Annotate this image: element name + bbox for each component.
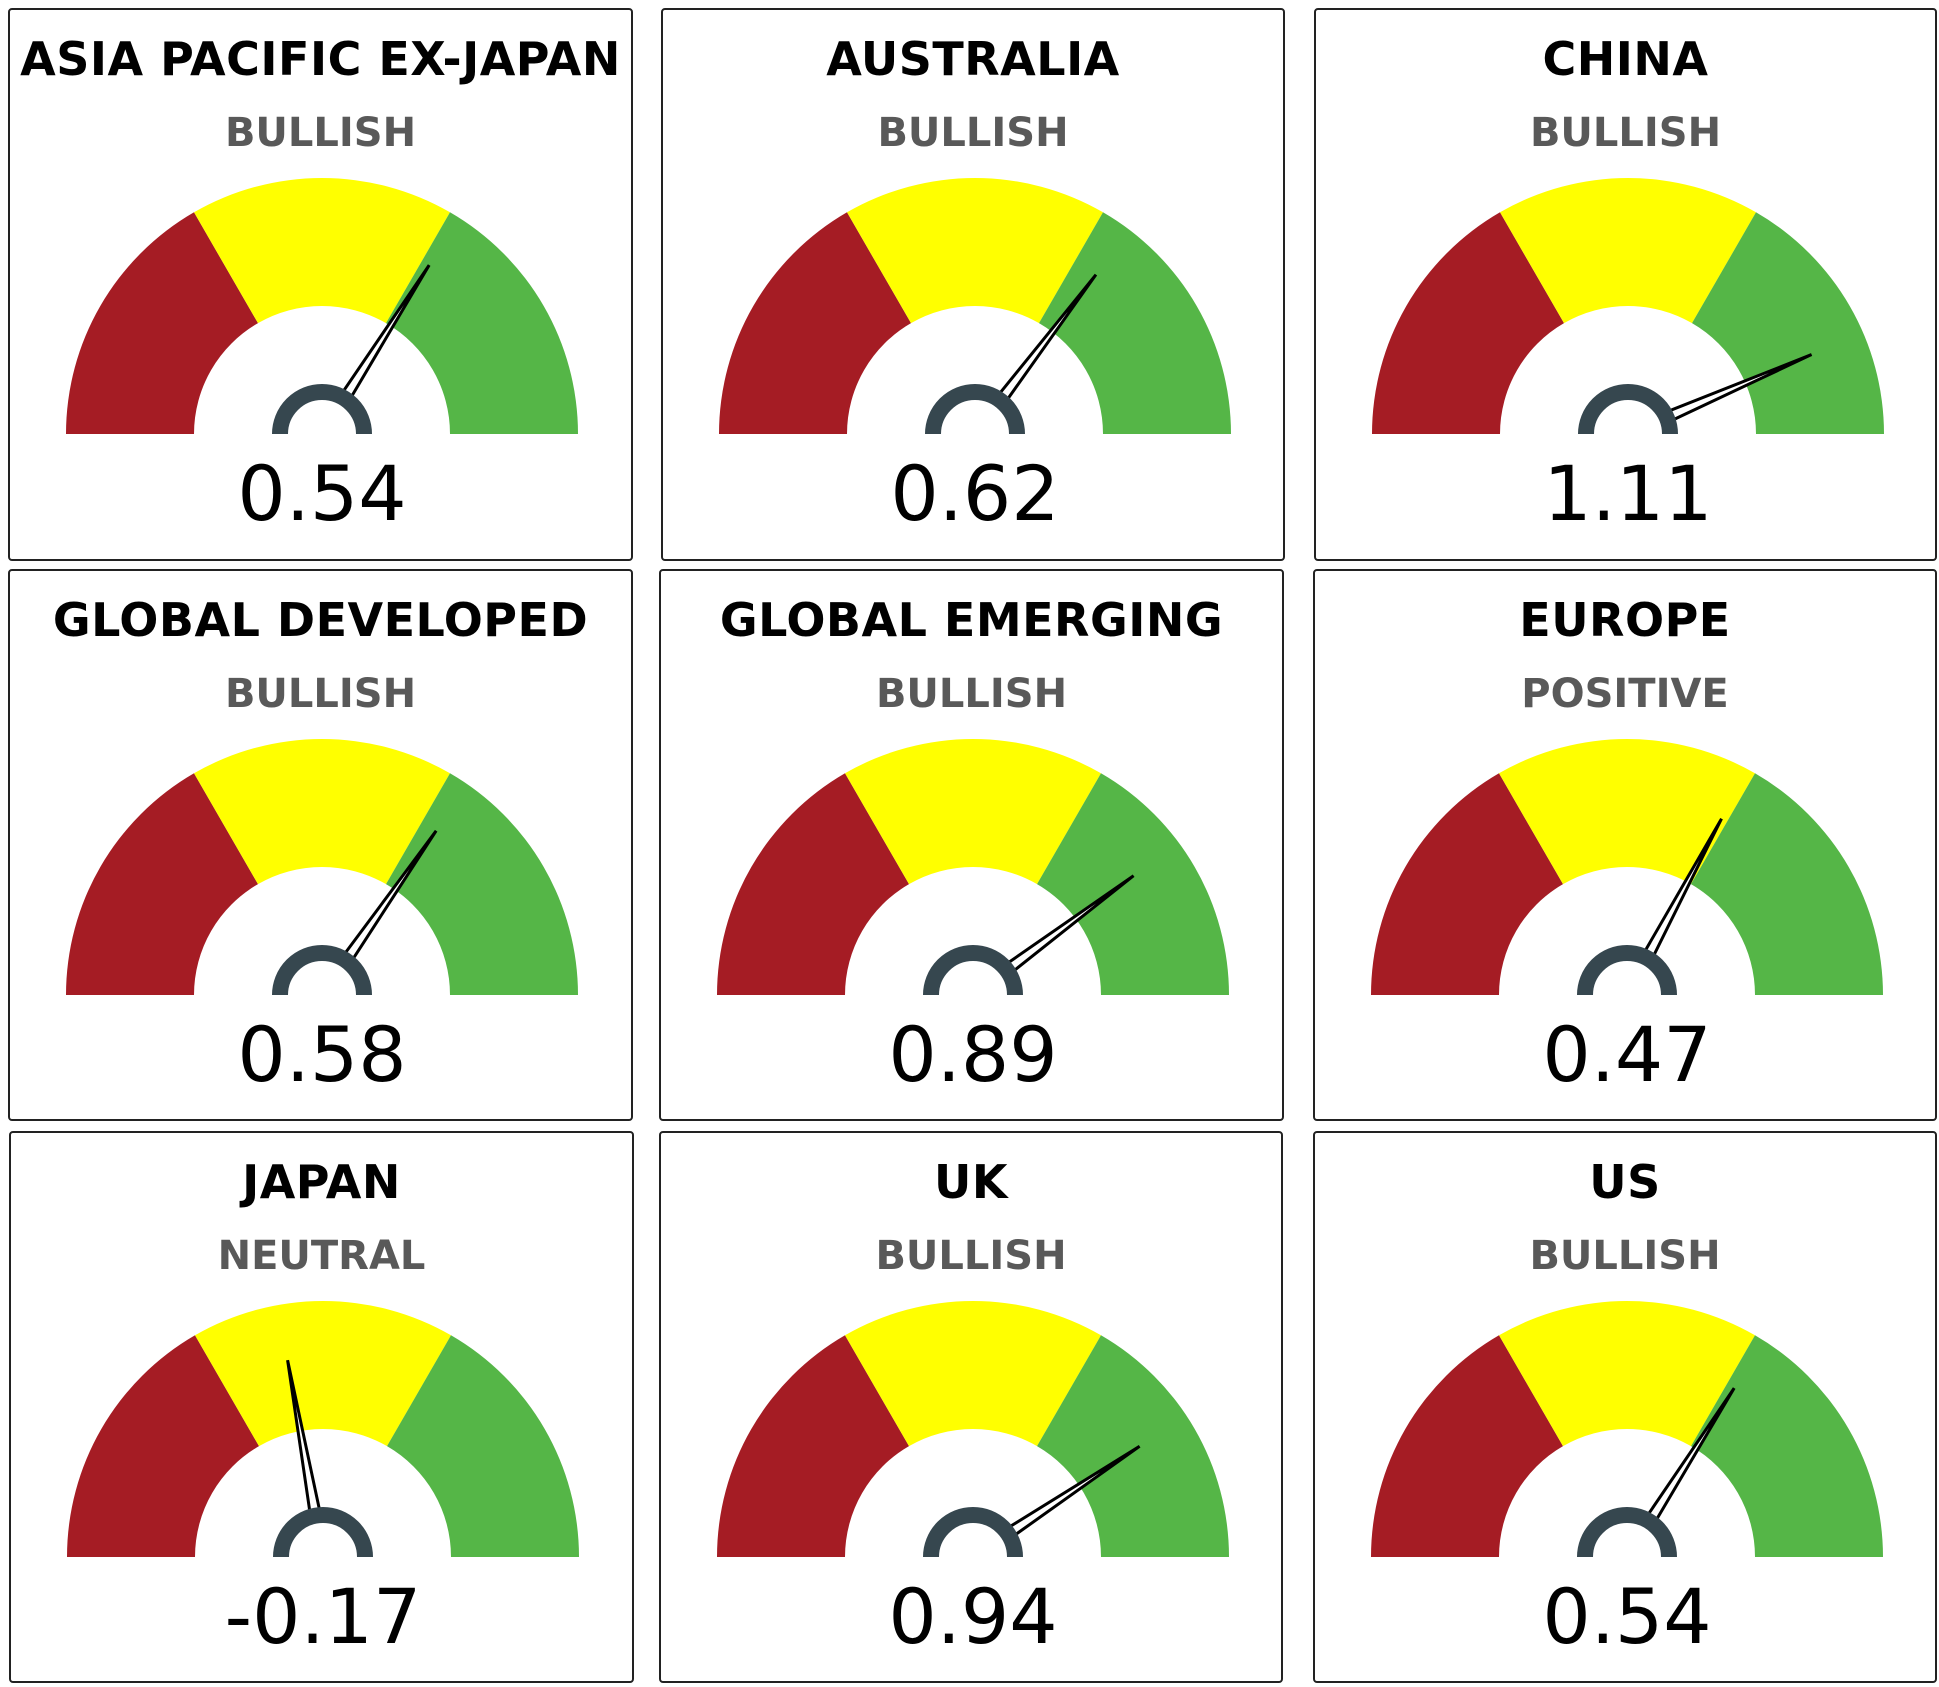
- gauge-chart: 0.89: [717, 739, 1229, 1099]
- gauge-card: AUSTRALIA BULLISH 0.62: [661, 8, 1285, 561]
- gauge-rating: BULLISH: [1529, 1233, 1721, 1279]
- gauge-hub: [272, 945, 372, 996]
- gauge-hub: [273, 1507, 373, 1558]
- gauge-card: CHINA BULLISH 1.11: [1314, 8, 1937, 561]
- gauge-title: UK: [934, 1155, 1008, 1209]
- gauge-value-label: 0.54: [1542, 1572, 1711, 1661]
- gauge-chart: 0.58: [66, 739, 578, 1099]
- gauge-hub: [272, 384, 372, 435]
- gauge-hub: [925, 384, 1025, 435]
- gauge-band-bullish: [1691, 773, 1883, 995]
- gauge-chart: 1.11: [1372, 177, 1884, 538]
- gauge-band-neutral: [194, 177, 450, 324]
- gauge-rating: BULLISH: [224, 671, 417, 717]
- gauge-card: UK BULLISH 0.94: [659, 1131, 1283, 1683]
- gauge-band-bullish: [386, 212, 578, 434]
- gauge-value-label: 1.11: [1543, 449, 1712, 538]
- gauge-title: EUROPE: [1519, 593, 1731, 647]
- gauge-band-bearish: [717, 1335, 909, 1557]
- gauge-band-bullish: [386, 773, 578, 995]
- gauge-band-bullish: [1691, 1335, 1883, 1557]
- gauge-card: EUROPE POSITIVE 0.47: [1313, 569, 1937, 1121]
- gauge-value-label: 0.54: [237, 449, 406, 538]
- gauge-rating: BULLISH: [877, 110, 1069, 156]
- gauge-rating: BULLISH: [224, 110, 417, 156]
- gauge-band-neutral: [847, 177, 1103, 324]
- gauge-band-bearish: [66, 773, 258, 995]
- gauge-chart: 0.54: [1371, 1301, 1883, 1661]
- gauge-title: JAPAN: [242, 1155, 401, 1209]
- gauge-value-label: 0.94: [888, 1572, 1057, 1661]
- gauge-title: GLOBAL EMERGING: [719, 593, 1224, 647]
- gauge-card: ASIA PACIFIC EX-JAPAN BULLISH 0.54: [8, 8, 633, 561]
- gauge-value-label: 0.89: [888, 1010, 1057, 1099]
- gauge-band-bearish: [1371, 773, 1563, 995]
- gauge-band-bullish: [387, 1335, 579, 1557]
- gauge-hub: [923, 945, 1023, 996]
- gauge-chart: 0.54: [66, 177, 578, 538]
- gauge-band-bearish: [1371, 1335, 1563, 1557]
- gauge-hub: [1577, 945, 1677, 996]
- gauge-band-bullish: [1037, 1335, 1229, 1557]
- gauge-value-label: -0.17: [225, 1572, 422, 1661]
- gauge-chart: -0.17: [67, 1301, 579, 1661]
- gauge-chart: 0.94: [717, 1301, 1229, 1661]
- gauge-title: AUSTRALIA: [826, 32, 1120, 86]
- gauge-chart: 0.62: [719, 177, 1231, 538]
- gauge-band-bearish: [719, 212, 911, 434]
- gauge-band-bullish: [1039, 212, 1231, 434]
- gauge-band-neutral: [195, 1301, 451, 1447]
- gauge-rating: POSITIVE: [1521, 671, 1729, 717]
- gauge-band-bullish: [1037, 773, 1229, 995]
- gauge-rating: BULLISH: [1529, 110, 1722, 156]
- gauge-card: US BULLISH 0.54: [1313, 1131, 1937, 1683]
- gauge-card: GLOBAL EMERGING BULLISH 0.89: [659, 569, 1284, 1121]
- gauge-hub: [1577, 1507, 1677, 1558]
- gauge-rating: NEUTRAL: [217, 1233, 426, 1279]
- gauge-hub: [923, 1507, 1023, 1558]
- gauge-title: ASIA PACIFIC EX-JAPAN: [20, 32, 621, 86]
- gauge-rating: BULLISH: [875, 1233, 1067, 1279]
- gauge-rating: BULLISH: [875, 671, 1068, 717]
- gauge-band-bearish: [66, 212, 258, 434]
- gauge-value-label: 0.47: [1542, 1010, 1711, 1099]
- gauge-band-bearish: [1372, 212, 1564, 434]
- gauge-title: GLOBAL DEVELOPED: [52, 593, 589, 647]
- gauge-band-neutral: [845, 1301, 1101, 1447]
- gauge-band-neutral: [1500, 177, 1756, 324]
- gauge-band-bearish: [67, 1335, 259, 1557]
- gauge-value-label: 0.58: [237, 1010, 406, 1099]
- gauge-band-bullish: [1692, 212, 1884, 434]
- gauge-band-bearish: [717, 773, 909, 995]
- gauge-card: GLOBAL DEVELOPED BULLISH 0.58: [8, 569, 633, 1121]
- gauge-band-neutral: [1499, 1301, 1755, 1447]
- gauge-band-neutral: [194, 739, 450, 885]
- gauge-title: US: [1589, 1155, 1661, 1209]
- gauge-card: JAPAN NEUTRAL -0.17: [9, 1131, 634, 1683]
- gauge-chart: 0.47: [1371, 739, 1883, 1099]
- gauge-title: CHINA: [1542, 32, 1709, 86]
- gauge-value-label: 0.62: [890, 449, 1059, 538]
- gauge-band-neutral: [845, 739, 1101, 885]
- gauge-hub: [1578, 384, 1678, 435]
- gauge-band-neutral: [1499, 739, 1755, 885]
